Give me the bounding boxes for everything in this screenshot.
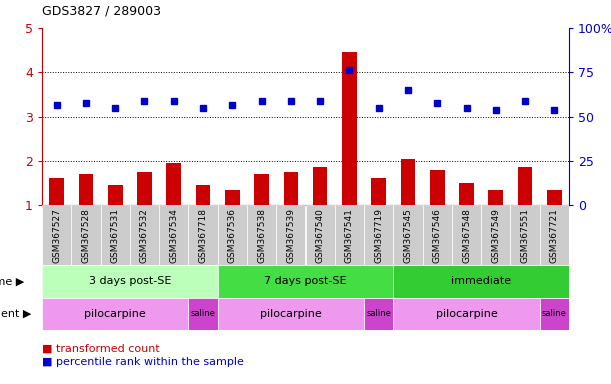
Text: pilocarpine: pilocarpine [436,309,497,319]
Text: time ▶: time ▶ [0,276,24,286]
Text: GSM367531: GSM367531 [111,208,120,263]
Bar [196,185,210,205]
Text: GSM367551: GSM367551 [521,208,530,263]
Bar [137,172,152,205]
Text: GSM367539: GSM367539 [287,208,295,263]
Text: 3 days post-SE: 3 days post-SE [89,276,171,286]
Bar [225,190,240,205]
Bar [510,205,540,265]
Text: immediate: immediate [451,276,511,286]
Bar [423,205,452,265]
Text: GSM367718: GSM367718 [199,208,208,263]
Bar [247,205,276,265]
Bar [49,179,64,205]
Bar [276,205,306,265]
Bar [540,298,569,330]
Text: agent ▶: agent ▶ [0,309,31,319]
Bar [481,205,510,265]
Bar [306,205,335,265]
Bar [101,205,130,265]
Text: GSM367721: GSM367721 [550,208,559,263]
Bar [488,190,503,205]
Bar [159,205,188,265]
Text: GSM367534: GSM367534 [169,208,178,263]
Text: GSM367549: GSM367549 [491,208,500,263]
Bar [401,159,415,205]
Bar [430,170,445,205]
Text: GSM367546: GSM367546 [433,208,442,263]
Bar [254,174,269,205]
Bar [371,179,386,205]
Bar [452,205,481,265]
Text: GDS3827 / 289003: GDS3827 / 289003 [42,5,161,18]
Text: GSM367548: GSM367548 [462,208,471,263]
Bar [42,265,218,298]
Bar [284,172,298,205]
Text: GSM367540: GSM367540 [316,208,324,263]
Bar [42,205,71,265]
Bar [547,190,562,205]
Bar [313,167,327,205]
Bar [393,298,540,330]
Bar [393,265,569,298]
Text: GSM367536: GSM367536 [228,208,237,263]
Text: GSM367538: GSM367538 [257,208,266,263]
Text: GSM367719: GSM367719 [374,208,383,263]
Text: GSM367545: GSM367545 [403,208,412,263]
Bar [540,205,569,265]
Text: 7 days post-SE: 7 days post-SE [264,276,347,286]
Bar [218,205,247,265]
Text: pilocarpine: pilocarpine [84,309,146,319]
Bar [166,163,181,205]
Bar [364,205,393,265]
Text: ■ transformed count: ■ transformed count [42,344,159,354]
Text: GSM367527: GSM367527 [52,208,61,263]
Bar [342,52,357,205]
Text: saline: saline [366,310,391,318]
Bar [71,205,101,265]
Bar [42,298,188,330]
Bar [335,205,364,265]
Bar [188,298,218,330]
Bar [518,167,532,205]
Text: pilocarpine: pilocarpine [260,309,322,319]
Text: saline: saline [542,310,567,318]
Text: saline: saline [191,310,216,318]
Text: GSM367541: GSM367541 [345,208,354,263]
Bar [188,205,218,265]
Bar [130,205,159,265]
Bar [108,185,123,205]
Text: GSM367528: GSM367528 [81,208,90,263]
Bar [393,205,423,265]
Bar [364,298,393,330]
Bar [218,298,364,330]
Text: GSM367532: GSM367532 [140,208,149,263]
Bar [79,174,93,205]
Text: ■ percentile rank within the sample: ■ percentile rank within the sample [42,357,244,367]
Bar [218,265,393,298]
Bar [459,183,474,205]
